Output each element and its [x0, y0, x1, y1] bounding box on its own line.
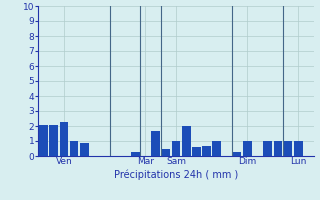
Bar — [274, 141, 282, 156]
Bar — [202, 146, 211, 156]
Bar — [39, 124, 48, 156]
Bar — [192, 147, 201, 156]
Bar — [284, 141, 292, 156]
Bar — [233, 152, 242, 156]
Bar — [49, 124, 58, 156]
Bar — [131, 152, 140, 156]
Bar — [263, 141, 272, 156]
Bar — [70, 141, 78, 156]
Bar — [60, 121, 68, 156]
Bar — [294, 141, 303, 156]
Bar — [243, 141, 252, 156]
Bar — [162, 148, 170, 156]
Bar — [212, 141, 221, 156]
Bar — [172, 141, 180, 156]
Bar — [80, 142, 89, 156]
X-axis label: Précipitations 24h ( mm ): Précipitations 24h ( mm ) — [114, 169, 238, 180]
Bar — [151, 130, 160, 156]
Bar — [182, 126, 190, 156]
